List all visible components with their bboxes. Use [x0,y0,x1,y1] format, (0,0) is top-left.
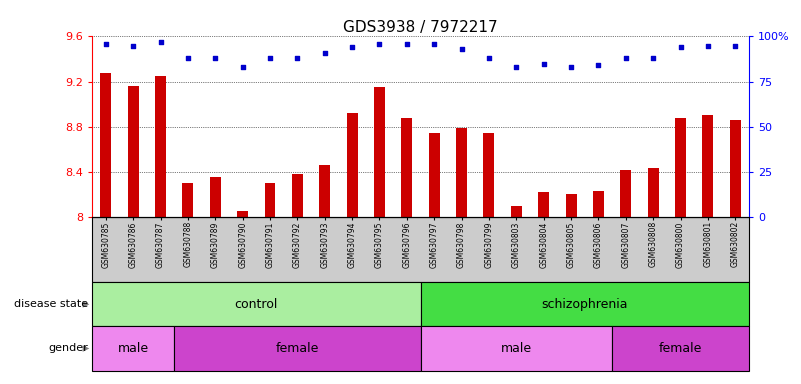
Bar [593,191,604,217]
Text: disease state: disease state [14,299,88,310]
Bar [429,134,440,217]
Bar [456,128,467,217]
Bar [155,76,166,217]
Point [400,41,413,47]
Bar [421,326,612,371]
Bar [127,86,139,217]
Point [646,55,659,61]
Point [209,55,222,61]
Bar [675,118,686,217]
Bar [421,282,749,326]
Point [428,41,441,47]
Text: female: female [276,342,319,355]
Bar [566,194,577,217]
Bar [347,113,357,217]
Point [291,55,304,61]
Text: male: male [501,342,532,355]
Point [373,41,386,47]
Bar [320,165,330,217]
Bar [100,73,111,217]
Point [702,43,714,49]
Point [619,55,632,61]
Bar [210,177,221,217]
Point [182,55,195,61]
Point [99,41,112,47]
Point [537,61,550,67]
Point [154,39,167,45]
Point [674,44,687,50]
Point [346,44,359,50]
Text: male: male [118,342,149,355]
Point [729,43,742,49]
Point [264,55,276,61]
Bar [237,211,248,217]
Bar [648,169,658,217]
Point [236,64,249,70]
Bar [374,87,385,217]
Bar [175,326,421,371]
Title: GDS3938 / 7972217: GDS3938 / 7972217 [343,20,498,35]
Text: female: female [659,342,702,355]
Point [592,62,605,68]
Bar [401,118,413,217]
Text: gender: gender [48,343,88,354]
Point [318,50,331,56]
Bar [702,116,714,217]
Bar [730,120,741,217]
Bar [511,206,521,217]
Point [127,43,139,49]
Bar [92,282,421,326]
Text: schizophrenia: schizophrenia [541,298,628,311]
Bar [484,134,494,217]
Bar [92,326,175,371]
Bar [292,174,303,217]
Point [482,55,495,61]
Point [565,64,578,70]
Bar [538,192,549,217]
Bar [620,170,631,217]
Text: control: control [235,298,278,311]
Bar [264,183,276,217]
Bar [183,183,193,217]
Point [510,64,523,70]
Point [455,46,468,52]
Bar [612,326,749,371]
